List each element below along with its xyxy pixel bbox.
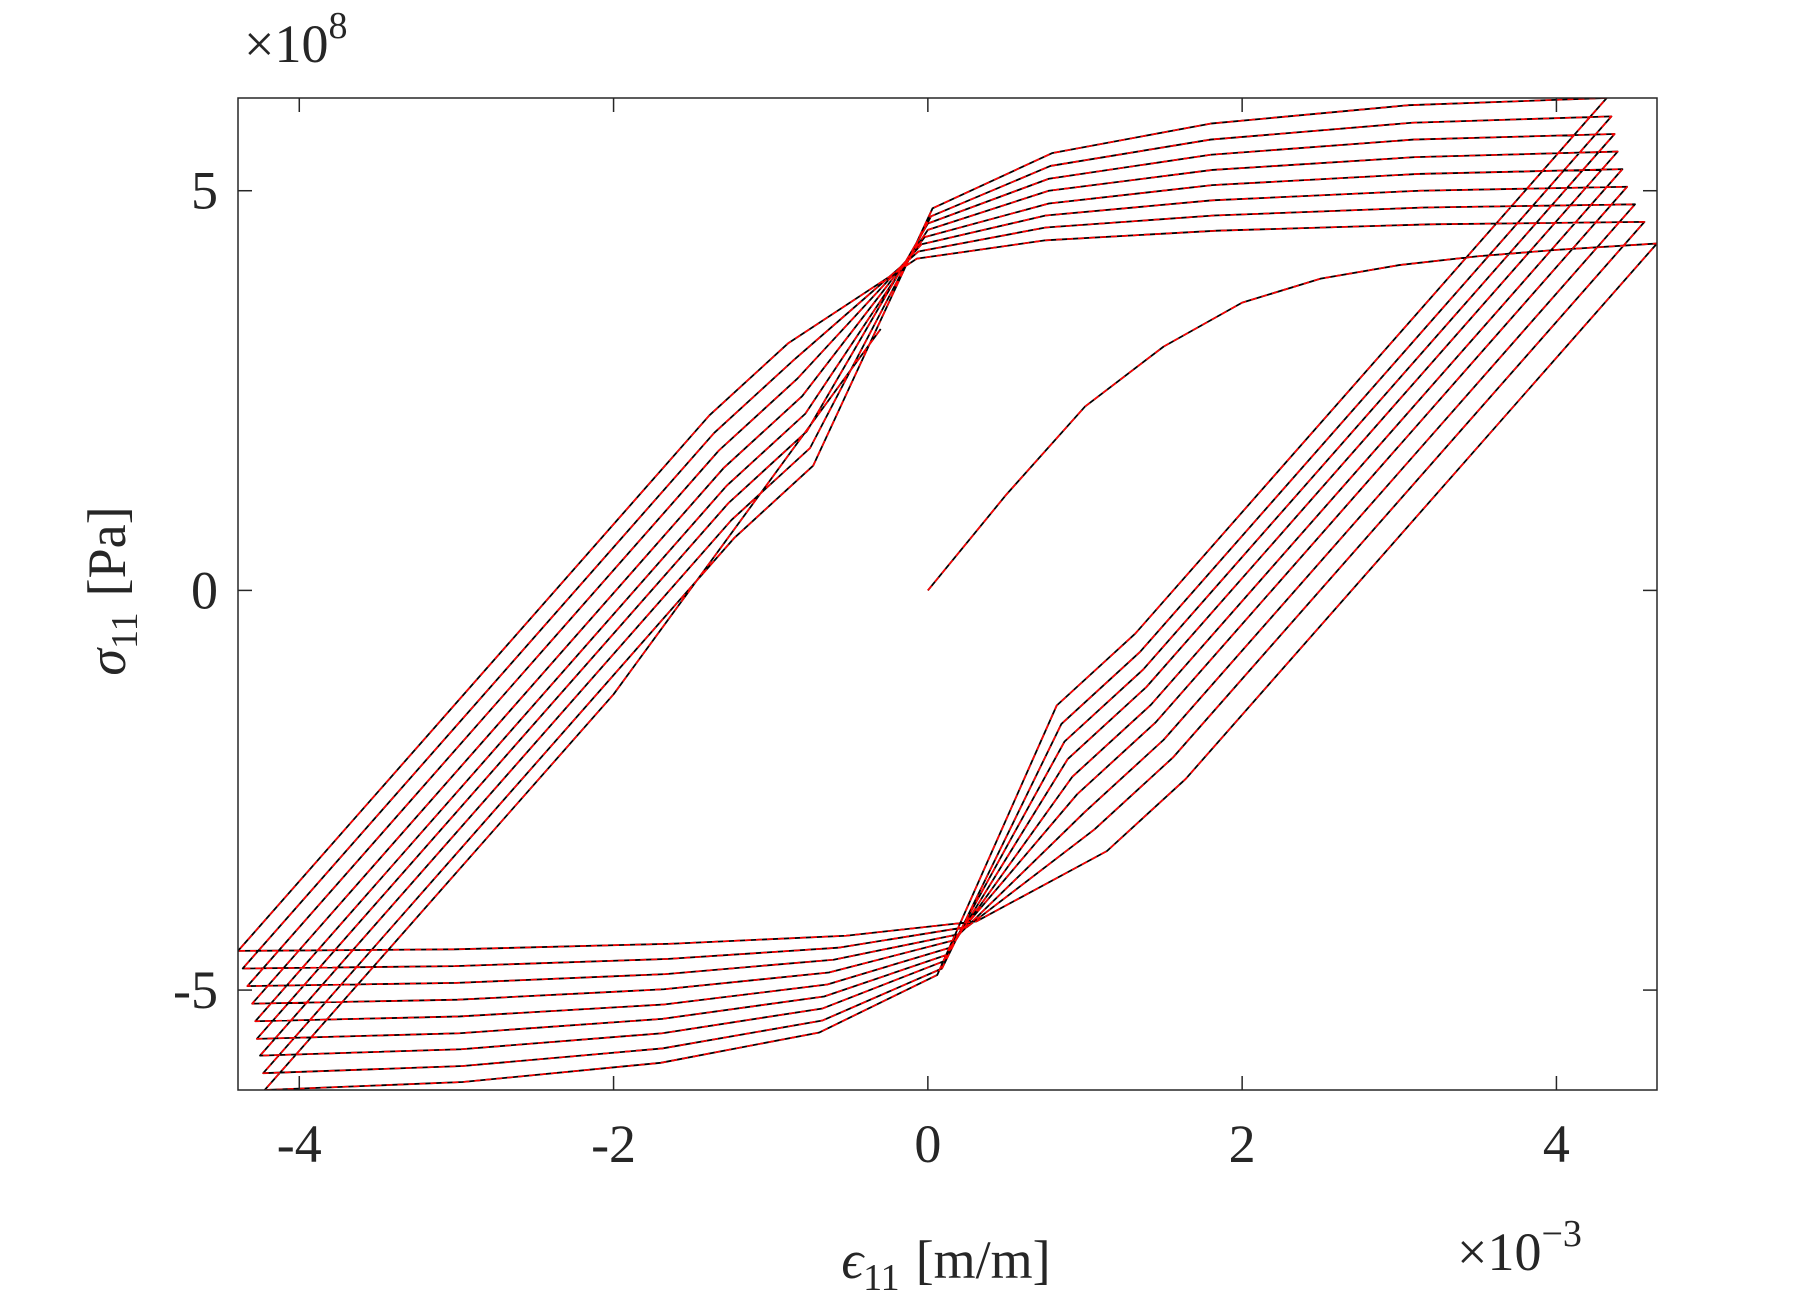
y-label-unit: [Pa]	[77, 506, 137, 596]
series-line	[238, 98, 1657, 1090]
x-label-unit: [m/m]	[916, 1230, 1051, 1290]
x-multiplier: ×10−3	[1457, 1213, 1582, 1282]
y-axis-label: σ11 [Pa]	[77, 506, 146, 675]
y-tick-label: -5	[173, 960, 218, 1020]
y-multiplier-base: ×10	[244, 14, 328, 74]
y-multiplier: ×108	[244, 5, 347, 74]
x-tick-label: -4	[277, 1114, 322, 1174]
y-multiplier-exponent: 8	[328, 5, 347, 47]
plot-area	[238, 98, 1657, 1090]
x-multiplier-exponent: −3	[1541, 1213, 1581, 1255]
y-tick-label: 5	[191, 161, 218, 221]
x-tick-label: -2	[591, 1114, 636, 1174]
x-axis-label: ϵ11 [m/m]	[841, 1230, 1050, 1297]
x-tick-label: 4	[1543, 1114, 1570, 1174]
x-multiplier-base: ×10	[1457, 1222, 1541, 1282]
y-label-subscript: 11	[104, 612, 146, 649]
y-tick-label: 0	[191, 560, 218, 620]
x-label-subscript: 11	[863, 1257, 900, 1297]
y-label-symbol: σ	[77, 647, 137, 676]
x-label-symbol: ϵ	[841, 1230, 865, 1290]
x-tick-label: 0	[914, 1114, 941, 1174]
x-tick-label: 2	[1229, 1114, 1256, 1174]
axes-box	[237, 97, 1658, 1091]
